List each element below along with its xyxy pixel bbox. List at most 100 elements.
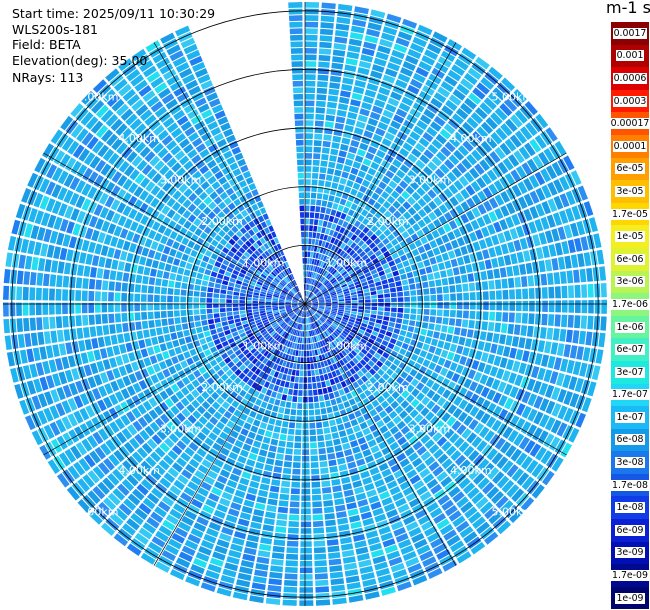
range-bin (103, 234, 113, 246)
range-bin (219, 294, 226, 299)
range-bin (374, 211, 383, 219)
range-bin (260, 221, 268, 229)
range-bin (495, 495, 509, 509)
range-bin (308, 271, 311, 278)
range-bin (105, 209, 115, 222)
range-bin (313, 540, 326, 547)
range-bin (234, 439, 244, 449)
range-bin (159, 477, 172, 489)
range-bin (108, 303, 114, 313)
range-bin (82, 494, 96, 509)
range-bin (114, 292, 121, 302)
range-bin (249, 245, 257, 252)
range-bin (301, 350, 304, 357)
range-bin (169, 569, 185, 581)
range-bin (307, 311, 310, 317)
range-bin (403, 158, 414, 169)
range-bin (292, 299, 298, 302)
range-bin (432, 247, 441, 256)
range-bin (213, 411, 223, 420)
range-bin (227, 405, 236, 414)
range-bin (556, 343, 565, 357)
range-bin (418, 61, 432, 72)
range-bin (338, 305, 345, 308)
range-bin (175, 133, 187, 144)
range-bin (70, 445, 82, 460)
ray (131, 48, 305, 304)
range-bin (138, 502, 152, 515)
range-bin (200, 303, 206, 309)
range-bin (256, 239, 263, 247)
range-bin (489, 290, 496, 300)
range-bin (325, 440, 333, 447)
range-bin (380, 532, 394, 542)
range-bin (319, 213, 325, 220)
range-bin (155, 353, 164, 362)
range-bin (446, 351, 455, 361)
range-bin (293, 287, 298, 293)
range-bin (406, 271, 414, 279)
range-bin (220, 312, 227, 317)
range-bin (146, 71, 161, 83)
range-bin (545, 400, 556, 415)
range-bin (242, 443, 252, 452)
range-bin (527, 275, 535, 287)
range-bin (263, 381, 270, 388)
range-bin (291, 304, 298, 306)
range-bin (387, 326, 394, 333)
range-bin (78, 148, 90, 162)
range-bin (273, 324, 280, 330)
range-bin (261, 415, 270, 423)
range-bin (467, 135, 479, 148)
range-bin (537, 340, 546, 353)
range-bin (286, 276, 291, 282)
range-bin (479, 374, 489, 385)
range-bin (311, 308, 316, 312)
range-bin (471, 149, 483, 162)
range-bin (382, 373, 390, 381)
range-bin (356, 458, 366, 467)
range-bin (346, 427, 354, 436)
range-bin (68, 382, 79, 396)
range-bin (337, 103, 349, 111)
range-bin (332, 485, 342, 493)
range-bin (166, 421, 177, 432)
range-bin (386, 395, 395, 405)
range-bin (299, 370, 304, 377)
range-bin (266, 293, 273, 297)
range-bin (259, 379, 266, 386)
range-bin (212, 442, 222, 452)
range-bin (297, 323, 300, 330)
range-bin (42, 143, 54, 159)
ray (305, 89, 527, 304)
range-bin (220, 373, 229, 382)
range-bin (377, 574, 392, 584)
range-bin (203, 576, 218, 586)
range-bin (516, 251, 525, 263)
range-bin (326, 201, 333, 209)
range-bin (312, 302, 319, 304)
range-bin (150, 101, 164, 113)
range-bin (82, 474, 95, 488)
range-bin (190, 528, 204, 539)
range-bin (244, 232, 251, 240)
range-bin (280, 380, 286, 387)
range-bin (319, 285, 325, 290)
range-bin (388, 224, 397, 233)
range-bin (294, 442, 302, 449)
range-bin (510, 114, 523, 128)
range-bin (364, 246, 371, 254)
range-bin (441, 252, 450, 261)
range-bin (491, 379, 501, 391)
range-bin (268, 383, 275, 390)
range-bin (402, 18, 418, 29)
range-bin (406, 227, 415, 236)
range-bin (66, 249, 74, 262)
range-bin (432, 431, 443, 443)
range-bin (310, 316, 314, 322)
range-bin (384, 311, 390, 317)
range-bin (574, 284, 581, 298)
ray (305, 304, 443, 579)
range-bin (288, 388, 293, 395)
range-bin (409, 131, 421, 141)
